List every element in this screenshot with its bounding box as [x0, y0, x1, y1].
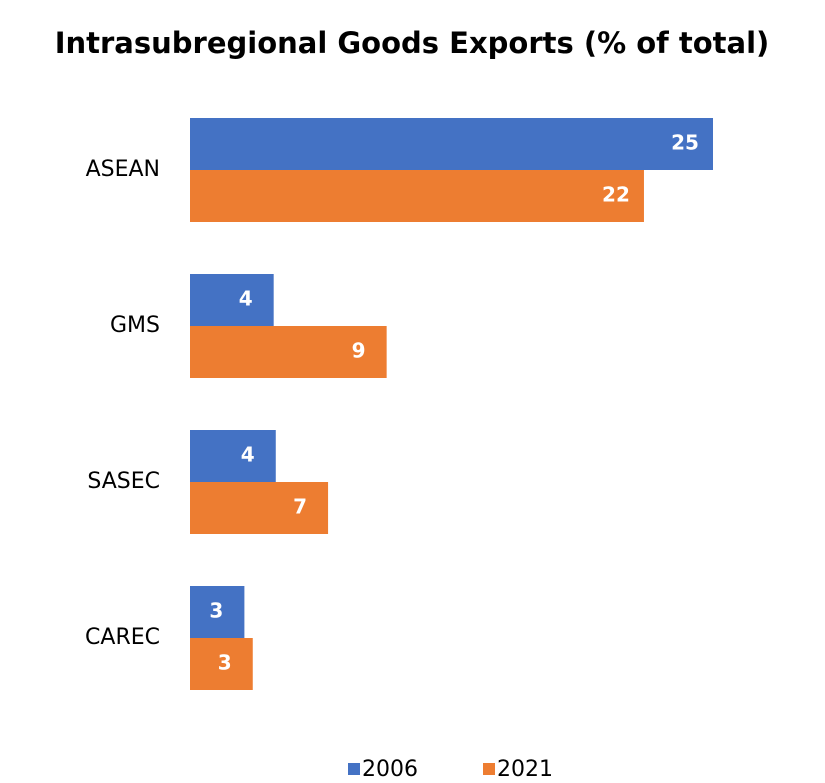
category-label: ASEAN — [86, 157, 160, 182]
data-label: 9 — [352, 339, 366, 363]
data-label: 4 — [241, 443, 255, 467]
bar — [190, 170, 644, 222]
data-label: 25 — [671, 131, 699, 155]
data-label: 4 — [239, 287, 253, 311]
chart-title: Intrasubregional Goods Exports (% of tot… — [55, 26, 770, 60]
category-label: SASEC — [87, 469, 160, 494]
data-label: 22 — [602, 183, 630, 207]
bar — [190, 430, 276, 482]
legend-label: 2021 — [497, 757, 553, 782]
bar — [190, 586, 245, 638]
legend-swatch — [483, 763, 495, 775]
bar — [190, 118, 713, 170]
category-label: CAREC — [85, 625, 160, 650]
data-label: 3 — [218, 651, 232, 675]
category-label: GMS — [110, 313, 160, 338]
data-label: 3 — [209, 599, 223, 623]
bar — [190, 274, 274, 326]
bar — [190, 482, 329, 534]
legend-swatch — [348, 763, 360, 775]
legend-label: 2006 — [362, 757, 418, 782]
bar — [190, 326, 387, 378]
bar — [190, 638, 253, 690]
data-label: 7 — [293, 495, 307, 519]
